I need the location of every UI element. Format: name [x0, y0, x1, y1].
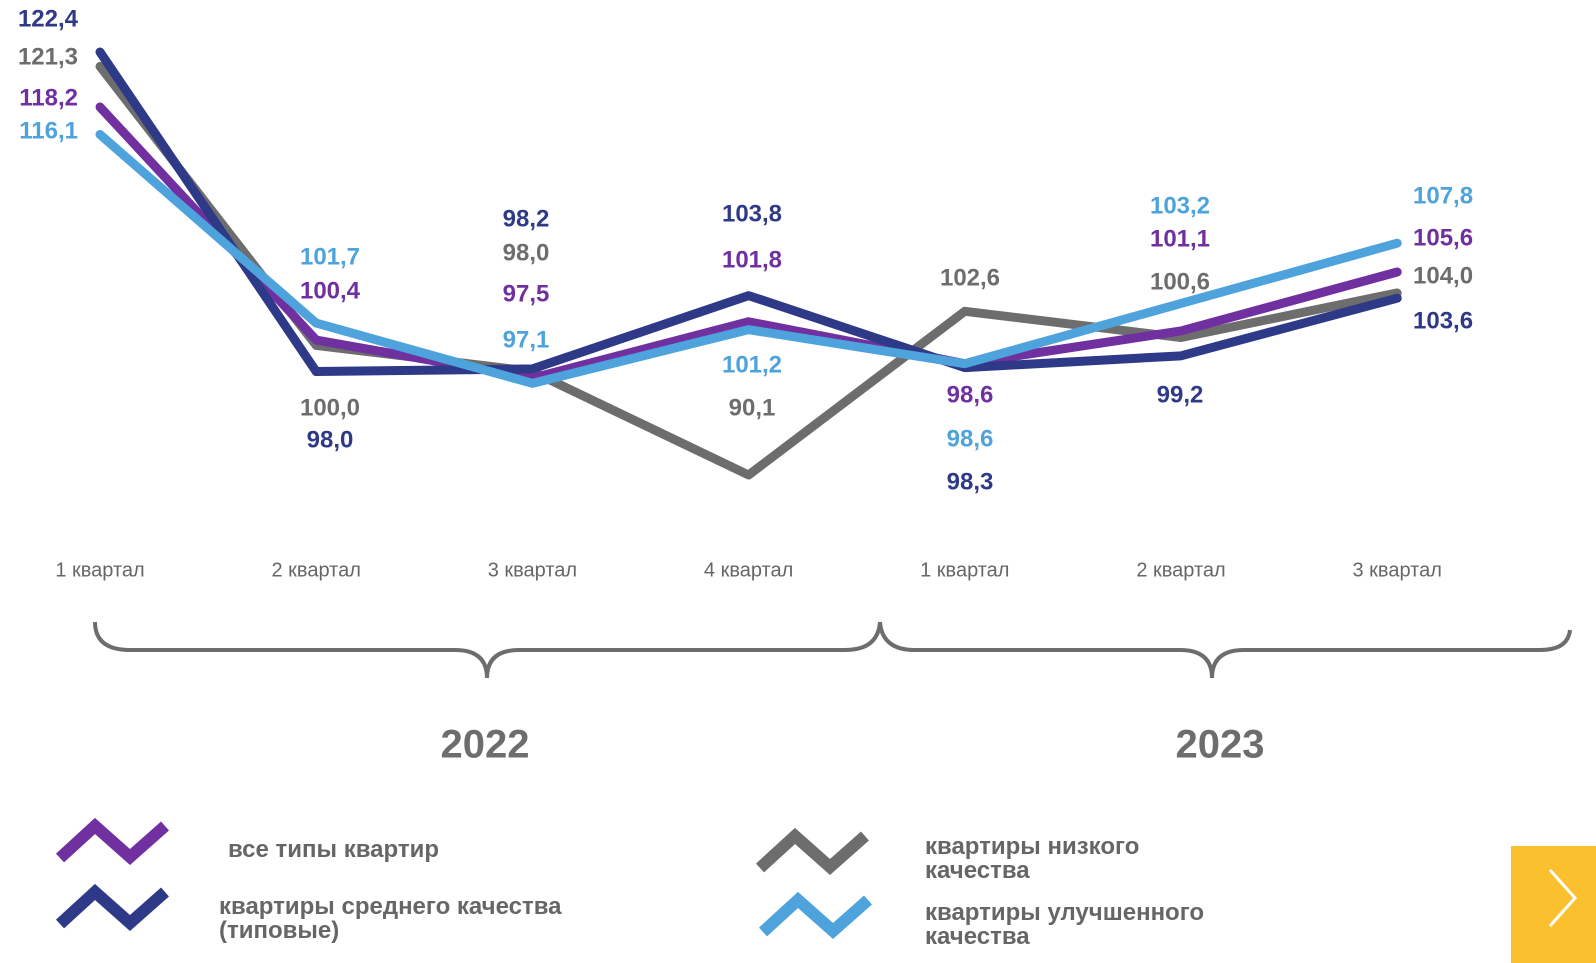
data-label: 103,8 [722, 200, 782, 227]
data-label: 98,6 [947, 381, 994, 408]
data-label: 107,8 [1413, 182, 1473, 209]
data-label: 118,2 [19, 84, 78, 111]
data-label: 101,8 [722, 246, 782, 273]
data-label: 98,2 [503, 205, 550, 232]
data-label: 102,6 [940, 264, 1000, 291]
data-label: 90,1 [729, 394, 776, 421]
data-label: 98,6 [947, 425, 994, 452]
x-tick-label: 1 квартал [920, 559, 1009, 581]
x-tick-label: 2 квартал [1136, 559, 1225, 581]
data-label: 100,0 [300, 394, 360, 421]
brace [878, 621, 1572, 679]
legend-label: квартиры низкого качества [925, 833, 1140, 884]
data-label: 97,5 [503, 280, 550, 307]
legend-label: квартиры среднего качества (типовые) [219, 893, 562, 944]
data-label: 100,4 [300, 277, 361, 304]
legend-label: все типы квартир [228, 836, 439, 863]
data-label: 98,3 [947, 468, 994, 495]
year-label: 2023 [1176, 723, 1265, 767]
data-label: 116,1 [19, 117, 78, 144]
data-label: 105,6 [1413, 224, 1473, 251]
data-label: 103,2 [1150, 192, 1210, 219]
x-tick-label: 2 квартал [272, 559, 361, 581]
data-label: 101,1 [1150, 225, 1210, 252]
data-label: 103,6 [1413, 307, 1473, 334]
x-tick-label: 4 квартал [704, 559, 793, 581]
x-tick-label: 1 квартал [55, 559, 144, 581]
x-tick-label: 3 квартал [1353, 559, 1442, 581]
data-label: 100,6 [1150, 268, 1210, 295]
x-tick-label: 3 квартал [488, 559, 577, 581]
data-label: 98,0 [307, 426, 354, 453]
chevron [1548, 869, 1578, 927]
data-label: 97,1 [503, 326, 550, 353]
year-label: 2022 [441, 723, 530, 767]
series-line [95, 47, 1402, 377]
next-button[interactable] [1511, 846, 1596, 963]
series-line [95, 130, 1402, 388]
legend-icon [55, 883, 169, 932]
data-label: 101,2 [722, 351, 782, 378]
legend-icon [755, 827, 869, 876]
legend-label: квартиры улучшенного качества [925, 899, 1205, 950]
data-label: 104,0 [1413, 262, 1473, 289]
brace [93, 621, 882, 679]
data-label: 121,3 [18, 43, 78, 70]
data-label: 101,7 [300, 243, 360, 270]
legend-icon [758, 891, 872, 940]
legend-icon [55, 817, 169, 866]
data-label: 122,4 [18, 5, 79, 32]
data-label: 99,2 [1157, 381, 1204, 408]
data-label: 98,0 [503, 239, 550, 266]
series-line [95, 102, 1402, 383]
series-line [95, 61, 1402, 480]
